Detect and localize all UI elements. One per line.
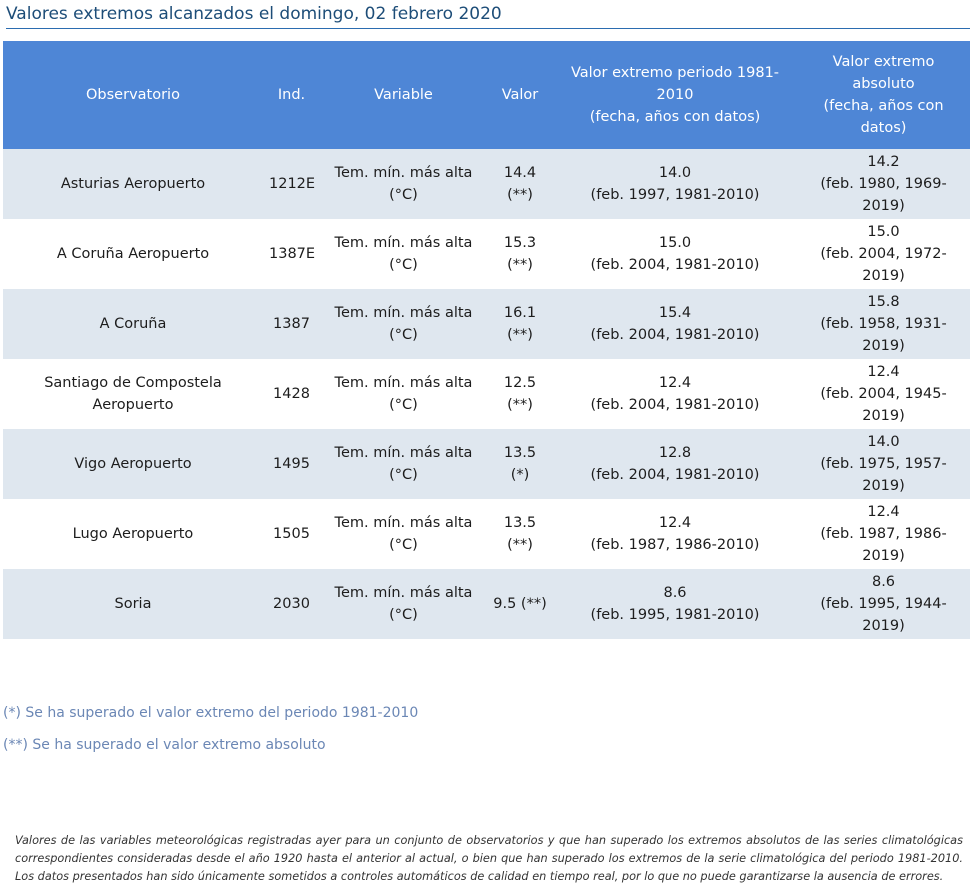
cell-periodo: 12.4 (feb. 2004, 1981-2010) [553, 359, 797, 429]
absoluto-value: 15.8 [867, 294, 900, 310]
periodo-info: (feb. 1987, 1986-2010) [590, 537, 760, 553]
note-period-exceeded: (*) Se ha superado el valor extremo del … [3, 705, 419, 721]
cell-absoluto: 15.0 (feb. 2004, 1972-2019) [797, 219, 970, 289]
extremes-table: Observatorio Ind. Variable Valor Valor e… [3, 41, 970, 639]
table-row: Lugo Aeropuerto 1505 Tem. mín. más alta … [3, 499, 970, 569]
periodo-info: (feb. 1997, 1981-2010) [590, 187, 760, 203]
periodo-info: (feb. 2004, 1981-2010) [590, 467, 760, 483]
table-row: A Coruña Aeropuerto 1387E Tem. mín. más … [3, 219, 970, 289]
cell-observatorio: Vigo Aeropuerto [3, 429, 263, 499]
cell-ind: 1505 [263, 499, 320, 569]
cell-periodo: 14.0 (feb. 1997, 1981-2010) [553, 149, 797, 219]
table-row: A Coruña 1387 Tem. mín. más alta (°C) 16… [3, 289, 970, 359]
periodo-value: 12.8 [658, 445, 692, 461]
footer-line-3: Los datos presentados han sido únicament… [15, 870, 944, 883]
cell-ind: 1495 [263, 429, 320, 499]
cell-variable: Tem. mín. más alta (°C) [320, 149, 487, 219]
cell-absoluto: 14.2 (feb. 1980, 1969-2019) [797, 149, 970, 219]
footer-line-1: Valores de las variables meteorológicas … [15, 834, 963, 847]
cell-absoluto: 12.4 (feb. 2004, 1945-2019) [797, 359, 970, 429]
cell-variable: Tem. mín. más alta (°C) [320, 499, 487, 569]
cell-observatorio: Soria [3, 569, 263, 639]
footer-disclaimer: Valores de las variables meteorológicas … [15, 832, 963, 886]
periodo-info: (feb. 1995, 1981-2010) [590, 607, 760, 623]
footer-line-2: correspondientes consideradas desde el a… [15, 852, 963, 865]
cell-absoluto: 14.0 (feb. 1975, 1957-2019) [797, 429, 970, 499]
cell-periodo: 15.4 (feb. 2004, 1981-2010) [553, 289, 797, 359]
cell-valor: 14.4 (**) [487, 149, 553, 219]
cell-ind: 1428 [263, 359, 320, 429]
note-absolute-exceeded: (**) Se ha superado el valor extremo abs… [3, 737, 326, 753]
cell-absoluto: 12.4 (feb. 1987, 1986-2019) [797, 499, 970, 569]
cell-absoluto: 15.8 (feb. 1958, 1931-2019) [797, 289, 970, 359]
absoluto-info: (feb. 2004, 1972-2019) [820, 246, 947, 284]
absoluto-info: (feb. 1995, 1944-2019) [820, 596, 947, 634]
cell-periodo: 8.6 (feb. 1995, 1981-2010) [553, 569, 797, 639]
cell-observatorio: A Coruña [3, 289, 263, 359]
header-observatorio: Observatorio [3, 41, 263, 149]
periodo-info: (feb. 2004, 1981-2010) [590, 327, 760, 343]
periodo-info: (feb. 2004, 1981-2010) [590, 257, 760, 273]
table-header-row: Observatorio Ind. Variable Valor Valor e… [3, 41, 970, 149]
cell-ind: 1387 [263, 289, 320, 359]
cell-valor: 12.5 (**) [487, 359, 553, 429]
absoluto-value: 14.0 [867, 434, 900, 450]
table-row: Soria 2030 Tem. mín. más alta (°C) 9.5 (… [3, 569, 970, 639]
header-periodo: Valor extremo periodo 1981-2010 (fecha, … [553, 41, 797, 149]
absoluto-info: (feb. 1980, 1969-2019) [820, 176, 947, 214]
absoluto-info: (feb. 1958, 1931-2019) [820, 316, 947, 354]
cell-valor: 13.5 (**) [487, 499, 553, 569]
cell-ind: 2030 [263, 569, 320, 639]
header-ind: Ind. [263, 41, 320, 149]
cell-observatorio: Lugo Aeropuerto [3, 499, 263, 569]
header-variable: Variable [320, 41, 487, 149]
periodo-value: 14.0 [658, 165, 692, 181]
header-absoluto: Valor extremo absoluto (fecha, años con … [797, 41, 970, 149]
cell-periodo: 12.4 (feb. 1987, 1986-2010) [553, 499, 797, 569]
absoluto-info: (feb. 1975, 1957-2019) [820, 456, 947, 494]
cell-variable: Tem. mín. más alta (°C) [320, 289, 487, 359]
absoluto-info: (feb. 1987, 1986-2019) [820, 526, 947, 564]
absoluto-value: 14.2 [867, 154, 900, 170]
cell-periodo: 15.0 (feb. 2004, 1981-2010) [553, 219, 797, 289]
cell-periodo: 12.8 (feb. 2004, 1981-2010) [553, 429, 797, 499]
absoluto-value: 12.4 [867, 504, 900, 520]
table-row: Vigo Aeropuerto 1495 Tem. mín. más alta … [3, 429, 970, 499]
periodo-value: 15.4 [658, 305, 692, 321]
periodo-value: 15.0 [658, 235, 692, 251]
page-title: Valores extremos alcanzados el domingo, … [6, 3, 970, 29]
cell-valor: 15.3 (**) [487, 219, 553, 289]
header-valor: Valor [487, 41, 553, 149]
cell-observatorio: Asturias Aeropuerto [3, 149, 263, 219]
cell-valor: 13.5 (*) [487, 429, 553, 499]
cell-variable: Tem. mín. más alta (°C) [320, 359, 487, 429]
cell-valor: 16.1 (**) [487, 289, 553, 359]
periodo-value: 12.4 [658, 375, 692, 391]
periodo-value: 8.6 [663, 585, 687, 601]
cell-variable: Tem. mín. más alta (°C) [320, 569, 487, 639]
cell-ind: 1387E [263, 219, 320, 289]
absoluto-info: (feb. 2004, 1945-2019) [820, 386, 947, 424]
absoluto-value: 12.4 [867, 364, 900, 380]
table-row: Santiago de Compostela Aeropuerto 1428 T… [3, 359, 970, 429]
cell-observatorio: A Coruña Aeropuerto [3, 219, 263, 289]
cell-observatorio: Santiago de Compostela Aeropuerto [3, 359, 263, 429]
cell-variable: Tem. mín. más alta (°C) [320, 429, 487, 499]
cell-absoluto: 8.6 (feb. 1995, 1944-2019) [797, 569, 970, 639]
periodo-info: (feb. 2004, 1981-2010) [590, 397, 760, 413]
table-row: Asturias Aeropuerto 1212E Tem. mín. más … [3, 149, 970, 219]
cell-variable: Tem. mín. más alta (°C) [320, 219, 487, 289]
periodo-value: 12.4 [658, 515, 692, 531]
cell-ind: 1212E [263, 149, 320, 219]
absoluto-value: 8.6 [871, 574, 896, 590]
cell-valor: 9.5 (**) [487, 569, 553, 639]
absoluto-value: 15.0 [867, 224, 900, 240]
